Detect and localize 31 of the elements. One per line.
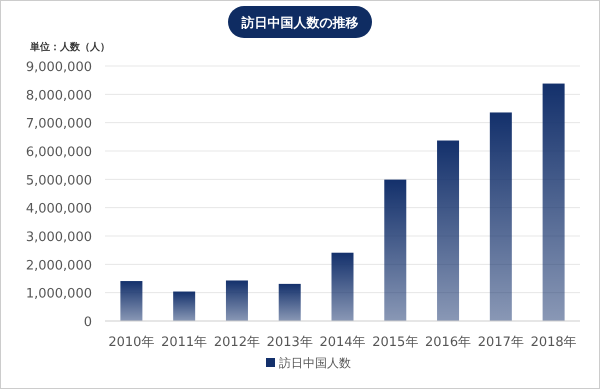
x-tick-label: 2014年: [319, 335, 366, 350]
y-tick-label: 4,000,000: [26, 202, 92, 217]
bar: [437, 140, 460, 321]
bar: [120, 281, 142, 321]
y-tick-label: 9,000,000: [26, 60, 92, 75]
x-tick-label: 2013年: [266, 335, 313, 350]
bar: [542, 84, 565, 321]
bar: [490, 112, 512, 321]
y-tick-label: 1,000,000: [26, 286, 92, 302]
bar: [278, 284, 301, 321]
x-tick-label: 2017年: [478, 335, 524, 350]
x-tick-label: 2015年: [372, 335, 418, 350]
legend-label: 訪日中国人数: [279, 356, 351, 370]
x-tick-label: 2018年: [530, 335, 577, 350]
y-tick-label: 2,000,000: [26, 258, 92, 274]
bar: [173, 292, 196, 321]
bar: [226, 280, 248, 321]
y-tick-label: 3,000,000: [26, 230, 92, 245]
y-tick-label: 8,000,000: [26, 88, 92, 104]
y-tick-label: 0: [84, 315, 92, 330]
x-tick-label: 2011年: [161, 335, 208, 350]
y-tick-label: 5,000,000: [26, 173, 92, 188]
bar: [332, 252, 354, 321]
y-tick-label: 6,000,000: [26, 145, 92, 160]
x-tick-label: 2012年: [214, 335, 260, 350]
x-tick-label: 2016年: [425, 335, 472, 350]
x-tick-label: 2010年: [108, 335, 154, 350]
y-tick-label: 7,000,000: [26, 116, 92, 132]
y-axis-title: 単位：人数（人）: [29, 41, 110, 53]
chart-title: 訪日中国人数の推移: [240, 15, 358, 31]
bar: [384, 180, 406, 321]
